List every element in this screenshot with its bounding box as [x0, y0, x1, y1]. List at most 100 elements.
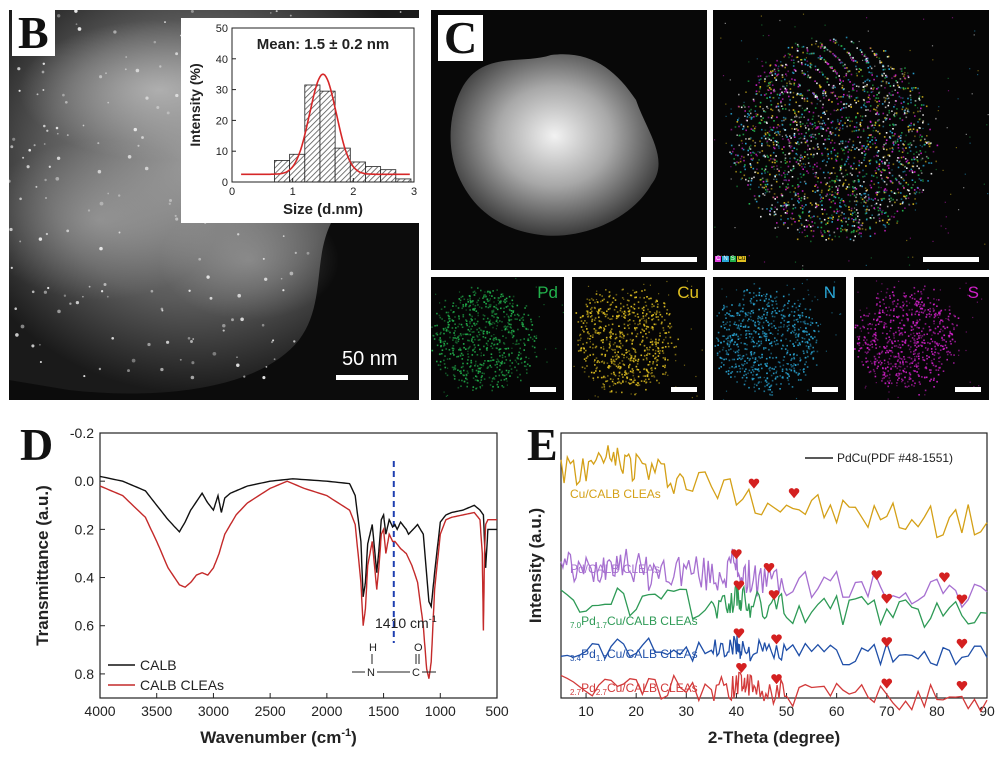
eds-signal-dot	[875, 334, 877, 337]
eds-signal-dot	[826, 222, 829, 224]
eds-signal-dot	[865, 218, 868, 221]
eds-signal-dot	[834, 181, 836, 184]
eds-signal-dot	[627, 314, 630, 316]
eds-signal-dot	[827, 157, 830, 160]
eds-signal-dot	[778, 310, 781, 312]
eds-signal-dot	[825, 95, 828, 97]
eds-signal-dot	[938, 366, 940, 369]
eds-signal-dot	[493, 343, 496, 346]
eds-noise-dot	[465, 375, 467, 377]
eds-signal-dot	[629, 378, 631, 381]
eds-signal-dot	[926, 142, 928, 144]
eds-signal-dot	[616, 345, 618, 347]
eds-signal-dot	[905, 295, 907, 297]
eds-noise-dot	[773, 372, 775, 375]
eds-signal-dot	[764, 335, 767, 338]
map-cu-scale-bar	[671, 387, 697, 392]
eds-signal-dot	[846, 236, 848, 239]
eds-signal-dot	[817, 126, 820, 128]
eds-signal-dot	[816, 190, 819, 192]
eds-signal-dot	[507, 305, 509, 307]
eds-signal-dot	[471, 338, 473, 340]
eds-signal-dot	[733, 334, 735, 336]
eds-signal-dot	[852, 212, 854, 214]
eds-signal-dot	[623, 354, 625, 356]
eds-signal-dot	[896, 375, 899, 377]
eds-signal-dot	[669, 322, 671, 325]
eds-signal-dot	[816, 95, 818, 98]
eds-signal-dot	[792, 204, 795, 206]
eds-signal-dot	[807, 145, 809, 147]
eds-noise-dot	[955, 147, 957, 149]
eds-signal-dot	[896, 91, 899, 94]
eds-signal-dot	[453, 368, 456, 370]
eds-signal-dot	[754, 321, 756, 324]
eds-signal-dot	[781, 309, 783, 312]
eds-signal-dot	[902, 97, 904, 99]
eds-signal-dot	[497, 297, 500, 299]
eds-signal-dot	[599, 308, 602, 310]
eds-signal-dot	[738, 365, 740, 367]
eds-signal-dot	[900, 97, 902, 99]
eds-signal-dot	[589, 338, 591, 340]
eds-signal-dot	[589, 311, 591, 314]
eds-noise-dot	[691, 397, 693, 399]
eds-signal-dot	[503, 342, 505, 344]
eds-signal-dot	[771, 379, 774, 382]
eds-signal-dot	[449, 336, 451, 339]
eds-signal-dot	[924, 141, 927, 143]
eds-noise-dot	[977, 74, 979, 76]
eds-signal-dot	[924, 138, 926, 141]
eds-signal-dot	[762, 327, 764, 329]
eds-signal-dot	[901, 132, 903, 134]
eds-signal-dot	[748, 114, 750, 116]
eds-signal-dot	[590, 371, 593, 374]
eds-signal-dot	[636, 327, 638, 329]
eds-signal-dot	[891, 67, 894, 70]
eds-signal-dot	[645, 320, 648, 323]
eds-signal-dot	[497, 338, 500, 341]
eds-noise-dot	[880, 187, 882, 189]
eds-signal-dot	[626, 304, 629, 306]
eds-signal-dot	[889, 321, 892, 323]
eds-signal-dot	[898, 157, 900, 159]
eds-signal-dot	[453, 378, 456, 380]
eds-signal-dot	[508, 370, 510, 372]
eds-signal-dot	[789, 146, 792, 149]
eds-signal-dot	[838, 122, 841, 124]
eds-signal-dot	[830, 91, 832, 94]
nanoparticle-dot	[45, 197, 47, 199]
eds-signal-dot	[637, 384, 639, 387]
eds-signal-dot	[480, 364, 483, 366]
eds-signal-dot	[920, 172, 923, 174]
eds-signal-dot	[865, 109, 867, 111]
map-s-texture	[854, 277, 989, 400]
eds-signal-dot	[475, 387, 477, 390]
eds-signal-dot	[790, 83, 793, 85]
eds-signal-dot	[797, 192, 799, 195]
eds-signal-dot	[900, 176, 903, 179]
eds-signal-dot	[822, 92, 824, 95]
eds-signal-dot	[768, 348, 770, 351]
eds-signal-dot	[919, 134, 922, 136]
eds-signal-dot	[799, 357, 801, 359]
eds-signal-dot	[922, 164, 925, 167]
eds-signal-dot	[819, 194, 821, 196]
eds-signal-dot	[835, 185, 837, 188]
eds-signal-dot	[904, 170, 906, 173]
eds-signal-dot	[801, 156, 803, 158]
eds-noise-dot	[760, 381, 762, 383]
eds-noise-dot	[543, 304, 545, 306]
eds-signal-dot	[773, 340, 776, 343]
eds-signal-dot	[886, 159, 888, 162]
eds-signal-dot	[635, 296, 637, 299]
eds-signal-dot	[772, 357, 774, 359]
eds-signal-dot	[734, 375, 736, 378]
eds-signal-dot	[742, 355, 745, 357]
eds-signal-dot	[523, 325, 526, 328]
eds-signal-dot	[642, 335, 644, 338]
eds-signal-dot	[789, 142, 792, 144]
eds-signal-dot	[755, 294, 758, 297]
eds-signal-dot	[730, 113, 733, 115]
eds-signal-dot	[866, 208, 868, 211]
